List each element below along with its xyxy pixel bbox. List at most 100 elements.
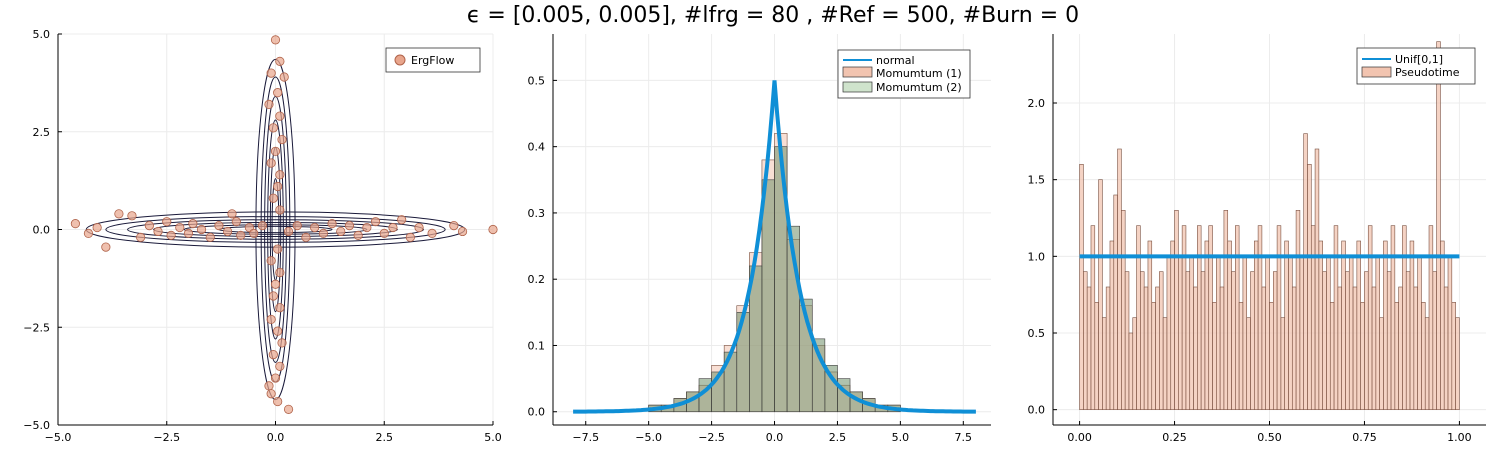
histogram-bar-pseudotime xyxy=(1216,256,1221,410)
scatter-point xyxy=(270,373,281,383)
histogram-bar-pseudotime xyxy=(1079,164,1084,410)
scatter-point xyxy=(379,228,389,239)
histogram-bar-pseudotime xyxy=(1208,225,1213,410)
scatter-point xyxy=(188,219,198,229)
scatter-point xyxy=(92,222,102,233)
scatter-point xyxy=(488,224,498,235)
scatter-point xyxy=(275,361,285,371)
histogram-bar-pseudotime xyxy=(1219,286,1225,410)
scatter-point xyxy=(405,232,415,242)
histogram-bar-pseudotime xyxy=(1238,302,1244,410)
histogram-bar-pseudotime xyxy=(1329,302,1335,410)
histogram-bar-pseudotime xyxy=(1193,286,1198,410)
scatter-point xyxy=(264,99,274,109)
scatter-point xyxy=(457,226,468,237)
histogram-bar-pseudotime xyxy=(1364,271,1369,410)
contour-line xyxy=(153,221,398,238)
scatter-point xyxy=(268,193,278,203)
histogram-bar-pseudotime xyxy=(1147,240,1153,410)
histogram-bar-pseudotime xyxy=(1390,225,1396,410)
histogram-bar-pseudotime xyxy=(1276,225,1282,410)
histogram-bar-pseudotime xyxy=(1326,256,1331,410)
figure-title: ϵ = [0.005, 0.005], #lfrg = 80 , #Ref = … xyxy=(467,3,1079,28)
scatter-point xyxy=(273,88,283,98)
x-tick-label: 5.0 xyxy=(484,431,502,444)
histogram-bar-pseudotime xyxy=(1409,240,1415,410)
histogram-bar-pseudotime xyxy=(1178,256,1183,410)
histogram-bar-pseudotime xyxy=(1181,225,1187,410)
scatter-point xyxy=(144,220,154,231)
scatter-point xyxy=(353,230,363,240)
scatter-point xyxy=(397,215,407,225)
contour-line xyxy=(267,119,284,340)
histogram-bar-pseudotime xyxy=(1386,271,1392,410)
scatter-point xyxy=(362,222,372,233)
scatter-point xyxy=(273,326,283,336)
x-tick-label: 0.0 xyxy=(766,431,784,444)
scatter-point xyxy=(196,224,207,235)
histogram-bar-pseudotime xyxy=(1402,225,1407,410)
scatter-point xyxy=(223,226,233,237)
legend-swatch xyxy=(1361,66,1392,78)
histogram-bar-pseudotime xyxy=(1083,271,1088,410)
scatter-point xyxy=(249,228,259,239)
histogram-bar-pseudotime xyxy=(1360,302,1365,410)
scatter-point xyxy=(275,267,285,278)
histogram-bar-pseudotime xyxy=(1200,271,1206,410)
legend-label: Unif[0,1] xyxy=(1395,53,1443,66)
scatter-point xyxy=(83,228,94,239)
x-tick-label: −5.0 xyxy=(45,431,72,444)
scatter-point xyxy=(336,226,346,237)
histogram-bar-pseudotime xyxy=(1284,240,1289,410)
y-tick-label: 2.0 xyxy=(1028,97,1046,110)
scatter-point xyxy=(166,230,176,240)
histogram-bar-pseudotime xyxy=(1383,240,1388,410)
scatter-point xyxy=(283,226,294,237)
scatter-point xyxy=(257,220,268,231)
y-tick-label: 0.0 xyxy=(528,406,546,419)
scatter-point xyxy=(275,56,285,66)
legend-swatch xyxy=(842,66,873,78)
histogram-bar-pseudotime xyxy=(1295,210,1301,410)
x-tick-label: −2.5 xyxy=(153,431,180,444)
histogram-bar-pseudotime xyxy=(1269,302,1274,410)
histogram-bar-pseudotime xyxy=(1132,317,1137,410)
histogram-bar-pseudotime xyxy=(1432,271,1437,410)
scatter-point xyxy=(231,217,241,227)
x-tick-label: 1.00 xyxy=(1447,431,1472,444)
scatter-point xyxy=(153,226,163,237)
histogram-bar-pseudotime xyxy=(1272,271,1278,410)
histogram-bar-pseudotime xyxy=(1098,179,1103,410)
histogram-bar-pseudotime xyxy=(1204,240,1210,410)
legend-label: Pseudotime xyxy=(1395,66,1460,79)
scatter-point xyxy=(427,228,437,239)
y-tick-label: −5.0 xyxy=(23,419,50,432)
histogram-bar-pseudotime xyxy=(1413,286,1418,410)
histogram-bar-pseudotime xyxy=(1318,240,1323,410)
histogram-bar-pseudotime xyxy=(1105,286,1111,410)
scatter-point xyxy=(70,219,81,229)
histogram-bar-pseudotime xyxy=(1227,240,1232,410)
y-tick-label: 0.3 xyxy=(528,207,546,220)
legend-box xyxy=(385,47,481,73)
histogram-bar-pseudotime xyxy=(1280,317,1285,410)
histogram-bar-pseudotime xyxy=(1143,286,1149,410)
histogram-bar-pseudotime xyxy=(1337,286,1342,410)
scatter-point xyxy=(449,220,459,231)
scatter-panel: −5.0 −2.5 0.0 2.5 5.0 −5.0 −2.5 0.0 2.5 5.0 ErgFlo… xyxy=(23,28,501,444)
histogram-bar-pseudotime xyxy=(1394,302,1399,410)
legend-label: ErgFlow xyxy=(411,54,454,67)
histogram-bar-pseudotime xyxy=(1090,225,1096,410)
x-tick-label: 0.50 xyxy=(1257,431,1282,444)
histogram-bar-pseudotime xyxy=(1109,240,1115,410)
histogram-bar-pseudotime xyxy=(1455,317,1460,410)
histogram-bar-pseudotime xyxy=(1307,164,1312,410)
y-tick-label: 0.5 xyxy=(528,74,546,87)
scatter-point xyxy=(266,314,276,325)
legend-box xyxy=(1356,47,1476,85)
scatter-point xyxy=(327,219,337,229)
scatter-point xyxy=(370,217,381,227)
histogram-bar-pseudotime xyxy=(1299,256,1304,410)
scatter-point xyxy=(175,222,185,233)
